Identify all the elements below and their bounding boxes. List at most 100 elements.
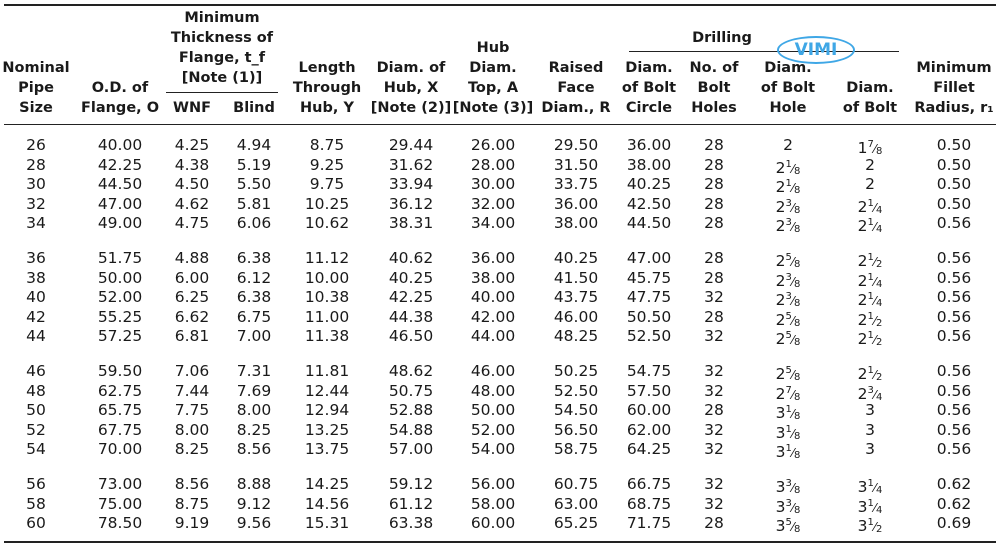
cell-blind: 7.69 <box>236 381 272 400</box>
header-bottom-rule <box>4 124 996 126</box>
cell-raised-face: 60.75 <box>553 475 599 493</box>
cell-bolt-circle: 47.00 <box>626 249 672 267</box>
cell-hub-top: 50.00 <box>470 401 516 420</box>
cell-blind: 7.00 <box>236 327 272 346</box>
cell-bolt-holes: 28 <box>704 268 724 287</box>
cell-fillet-radius: 0.56 <box>936 268 972 287</box>
header-bolt-hole-diam-line: Diam. <box>764 60 812 76</box>
cell-hub-diam: 63.38 <box>388 514 434 533</box>
cell-bolt-diam: 17⁄8 <box>857 139 883 157</box>
cell-wnf: 4.75 <box>174 214 210 233</box>
cell-nps: 58 <box>26 494 46 513</box>
cell-length: 9.75 <box>309 175 345 194</box>
cell-hub-diam: 38.31 <box>388 214 434 233</box>
cell-bolt-hole-diam: 27⁄8 <box>775 384 801 403</box>
cell-hub-diam: 29.44 <box>388 136 434 154</box>
vimi-stamp: VIMI <box>777 36 855 64</box>
cell-bolt-hole-diam: 25⁄8 <box>775 330 801 349</box>
cell-bolt-hole-diam: 31⁄8 <box>775 404 801 423</box>
cell-raised-face: 56.50 <box>553 420 599 439</box>
cell-length: 10.25 <box>304 194 350 213</box>
cell-bolt-circle: 47.75 <box>626 288 672 307</box>
cell-hub-top: 44.00 <box>470 327 516 346</box>
cell-wnf: 6.62 <box>174 307 210 326</box>
cell-bolt-circle: 54.75 <box>626 362 672 380</box>
header-blind-line: Blind <box>233 100 275 116</box>
cell-od: 44.50 <box>97 175 143 194</box>
cell-hub-diam: 50.75 <box>388 381 434 400</box>
cell-hub-diam: 40.25 <box>388 268 434 287</box>
cell-nps: 46 <box>26 362 46 380</box>
cell-bolt-holes: 32 <box>704 440 724 459</box>
cell-bolt-holes: 32 <box>704 327 724 346</box>
cell-raised-face: 52.50 <box>553 381 599 400</box>
cell-length: 10.38 <box>304 288 350 307</box>
cell-od: 59.50 <box>97 362 143 380</box>
cell-hub-top: 54.00 <box>470 440 516 459</box>
cell-nps: 38 <box>26 268 46 287</box>
cell-fillet-radius: 0.56 <box>936 214 972 233</box>
cell-blind: 8.88 <box>236 475 272 493</box>
cell-raised-face: 46.00 <box>553 307 599 326</box>
cell-hub-diam: 42.25 <box>388 288 434 307</box>
cell-blind: 5.81 <box>236 194 272 213</box>
cell-fillet-radius: 0.56 <box>936 327 972 346</box>
cell-wnf: 4.38 <box>174 155 210 174</box>
cell-fillet-radius: 0.69 <box>936 514 972 533</box>
cell-wnf: 8.75 <box>174 494 210 513</box>
cell-fillet-radius: 0.56 <box>936 249 972 267</box>
cell-blind: 8.00 <box>236 401 272 420</box>
header-bolt-circle-line: of Bolt <box>621 80 677 96</box>
cell-hub-top: 40.00 <box>470 288 516 307</box>
cell-hub-top: 38.00 <box>470 268 516 287</box>
cell-wnf: 4.62 <box>174 194 210 213</box>
cell-bolt-holes: 28 <box>704 194 724 213</box>
cell-bolt-hole-diam: 31⁄8 <box>775 443 801 462</box>
cell-length: 15.31 <box>304 514 350 533</box>
cell-od: 65.75 <box>97 401 143 420</box>
cell-bolt-holes: 28 <box>704 155 724 174</box>
cell-hub-diam: 54.88 <box>388 420 434 439</box>
header-min-fillet-radius-line: Radius, r₁ <box>914 100 994 116</box>
header-bolt-circle-line: Diam. <box>625 60 673 76</box>
header-od-of-flange: O.D. of Flange, O <box>75 78 165 118</box>
cell-fillet-radius: 0.62 <box>936 494 972 513</box>
bottom-rule <box>4 541 996 543</box>
header-bolt-circle-line: Circle <box>625 100 673 116</box>
cell-raised-face: 29.50 <box>553 136 599 154</box>
cell-nps: 48 <box>26 381 46 400</box>
cell-length: 11.81 <box>304 362 350 380</box>
cell-raised-face: 43.75 <box>553 288 599 307</box>
cell-bolt-circle: 66.75 <box>626 475 672 493</box>
header-raised-face-line: Face <box>557 80 595 96</box>
cell-bolt-hole-diam: 21⁄8 <box>775 158 801 177</box>
cell-bolt-circle: 64.25 <box>626 440 672 459</box>
cell-bolt-holes: 32 <box>704 475 724 493</box>
header-min-thickness-line: Flange, t_f <box>178 50 266 66</box>
cell-bolt-holes: 28 <box>704 401 724 420</box>
cell-hub-diam: 46.50 <box>388 327 434 346</box>
header-bolt-diam-line: of Bolt <box>842 100 898 116</box>
cell-blind: 5.19 <box>236 155 272 174</box>
cell-blind: 6.38 <box>236 249 272 267</box>
cell-hub-top: 32.00 <box>470 194 516 213</box>
cell-bolt-circle: 40.25 <box>626 175 672 194</box>
cell-bolt-diam: 21⁄2 <box>857 310 883 329</box>
cell-length: 8.75 <box>309 136 345 154</box>
cell-wnf: 6.25 <box>174 288 210 307</box>
cell-od: 70.00 <box>97 440 143 459</box>
cell-wnf: 9.19 <box>174 514 210 533</box>
cell-bolt-circle: 45.75 <box>626 268 672 287</box>
cell-hub-top: 46.00 <box>470 362 516 380</box>
cell-od: 67.75 <box>97 420 143 439</box>
cell-bolt-diam: 31⁄4 <box>857 497 883 516</box>
cell-od: 47.00 <box>97 194 143 213</box>
header-drilling: Drilling <box>677 28 767 48</box>
header-bolt-circle: Diam. of Bolt Circle <box>614 58 684 118</box>
cell-raised-face: 31.50 <box>553 155 599 174</box>
cell-blind: 8.56 <box>236 440 272 459</box>
cell-bolt-circle: 52.50 <box>626 327 672 346</box>
cell-bolt-diam: 2 <box>865 175 875 194</box>
cell-blind: 9.56 <box>236 514 272 533</box>
